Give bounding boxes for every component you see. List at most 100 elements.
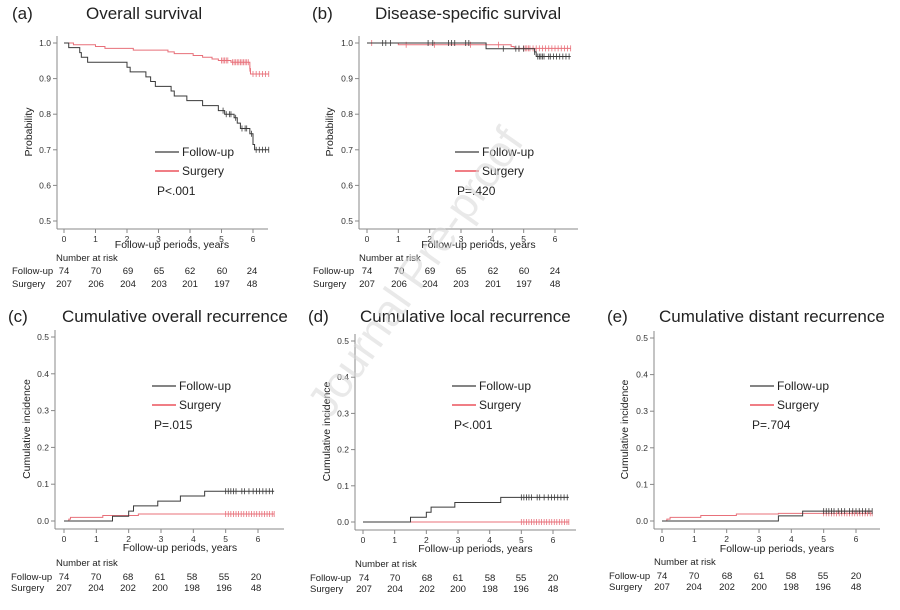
y-tick-label: 0.1 bbox=[37, 479, 49, 489]
risk-value: 48 bbox=[548, 584, 559, 595]
y-tick-label: 0.3 bbox=[37, 406, 49, 416]
x-tick-label: 1 bbox=[396, 234, 401, 244]
x-tick-label: 3 bbox=[459, 234, 464, 244]
y-tick-label: 0.4 bbox=[37, 369, 49, 379]
risk-value: 206 bbox=[391, 279, 407, 290]
risk-value: 70 bbox=[390, 573, 401, 584]
risk-table-header: Number at risk bbox=[355, 559, 417, 570]
legend-label-follow-up: Follow-up bbox=[182, 145, 234, 159]
y-tick-label: 0.2 bbox=[636, 443, 648, 453]
risk-value: 197 bbox=[516, 279, 532, 290]
panel-title: Cumulative local recurrence bbox=[360, 307, 571, 326]
risk-row-label: Follow-up bbox=[310, 573, 351, 584]
risk-value: 196 bbox=[513, 584, 529, 595]
y-tick-label: 1.0 bbox=[39, 38, 51, 48]
x-tick-label: 5 bbox=[223, 534, 228, 544]
y-tick-label: 0.4 bbox=[636, 370, 648, 380]
x-tick-label: 1 bbox=[692, 534, 697, 544]
legend-label-follow-up: Follow-up bbox=[482, 145, 534, 159]
y-tick-label: 0.5 bbox=[337, 336, 349, 346]
risk-value: 69 bbox=[123, 266, 134, 277]
x-tick-label: 2 bbox=[724, 534, 729, 544]
risk-row-label: Surgery bbox=[12, 279, 46, 290]
panel-letter: (a) bbox=[12, 4, 33, 23]
risk-value: 200 bbox=[751, 582, 767, 593]
risk-value: 198 bbox=[482, 584, 498, 595]
legend-label-surgery: Surgery bbox=[479, 398, 521, 412]
risk-value: 55 bbox=[219, 572, 230, 583]
y-tick-label: 0.2 bbox=[37, 442, 49, 452]
risk-value: 70 bbox=[689, 571, 700, 582]
risk-value: 207 bbox=[56, 583, 72, 594]
risk-value: 60 bbox=[217, 266, 228, 277]
risk-value: 48 bbox=[851, 582, 862, 593]
panel-e: (e) Cumulative distant recurrence 0.0 0.1 0.… bbox=[607, 307, 885, 593]
x-tick-label: 0 bbox=[62, 234, 67, 244]
risk-row-label: Follow-up bbox=[12, 266, 53, 277]
x-axis-title: Follow-up periods, years bbox=[720, 543, 834, 555]
p-value: P<.001 bbox=[454, 418, 493, 432]
risk-value: 65 bbox=[456, 266, 467, 277]
risk-row-label: Surgery bbox=[11, 583, 45, 594]
series-line-surgery bbox=[662, 512, 873, 522]
x-axis-title: Follow-up periods, years bbox=[115, 239, 229, 251]
x-tick-label: 1 bbox=[392, 535, 397, 545]
x-axis-title: Follow-up periods, years bbox=[421, 239, 535, 251]
y-tick-label: 0.9 bbox=[39, 74, 51, 84]
risk-value: 198 bbox=[783, 582, 799, 593]
y-axis-title: Probability bbox=[324, 107, 336, 157]
risk-value: 201 bbox=[182, 279, 198, 290]
x-tick-label: 0 bbox=[62, 534, 67, 544]
x-tick-label: 6 bbox=[256, 534, 261, 544]
y-tick-label: 0.5 bbox=[37, 332, 49, 342]
risk-row-label: Follow-up bbox=[609, 571, 650, 582]
risk-value: 62 bbox=[185, 266, 196, 277]
panel-c: (c) Cumulative overall recurrence 0.0 0.1 0.… bbox=[8, 307, 288, 594]
risk-value: 202 bbox=[120, 583, 136, 594]
x-tick-label: 0 bbox=[660, 534, 665, 544]
panel-title: Cumulative overall recurrence bbox=[62, 307, 288, 326]
legend-label-surgery: Surgery bbox=[182, 164, 224, 178]
risk-row-label: Surgery bbox=[313, 279, 347, 290]
risk-value: 48 bbox=[251, 583, 262, 594]
x-tick-label: 5 bbox=[821, 534, 826, 544]
risk-value: 68 bbox=[123, 572, 134, 583]
y-tick-label: 0.5 bbox=[341, 216, 353, 226]
y-tick-label: 0.0 bbox=[37, 516, 49, 526]
risk-value: 58 bbox=[187, 572, 198, 583]
y-axis-title: Probability bbox=[23, 107, 35, 157]
x-tick-label: 3 bbox=[456, 535, 461, 545]
risk-table-header: Number at risk bbox=[56, 253, 118, 264]
y-tick-label: 0.7 bbox=[341, 145, 353, 155]
x-tick-label: 2 bbox=[126, 534, 131, 544]
x-tick-label: 1 bbox=[94, 534, 99, 544]
risk-table-header: Number at risk bbox=[359, 253, 421, 264]
panel-b: (b) Disease-specific survival 0.5 0.6 0.7 0.8… bbox=[312, 4, 578, 290]
risk-value: 24 bbox=[247, 266, 258, 277]
x-tick-label: 6 bbox=[553, 234, 558, 244]
risk-value: 74 bbox=[359, 573, 370, 584]
x-tick-label: 6 bbox=[551, 535, 556, 545]
risk-value: 58 bbox=[485, 573, 496, 584]
risk-value: 20 bbox=[548, 573, 559, 584]
risk-value: 70 bbox=[394, 266, 405, 277]
y-tick-label: 0.7 bbox=[39, 145, 51, 155]
risk-row-label: Surgery bbox=[310, 584, 344, 595]
y-tick-label: 0.2 bbox=[337, 445, 349, 455]
risk-value: 207 bbox=[359, 279, 375, 290]
risk-value: 58 bbox=[786, 571, 797, 582]
risk-value: 74 bbox=[59, 572, 70, 583]
panel-letter: (e) bbox=[607, 307, 628, 326]
y-tick-label: 0.6 bbox=[39, 180, 51, 190]
y-tick-label: 0.3 bbox=[636, 406, 648, 416]
x-axis-title: Follow-up periods, years bbox=[123, 542, 237, 554]
y-tick-label: 0.0 bbox=[337, 517, 349, 527]
panel-title: Cumulative distant recurrence bbox=[659, 307, 885, 326]
legend-label-follow-up: Follow-up bbox=[479, 379, 531, 393]
x-tick-label: 4 bbox=[490, 234, 495, 244]
y-tick-label: 0.9 bbox=[341, 74, 353, 84]
x-tick-label: 0 bbox=[361, 535, 366, 545]
x-tick-label: 4 bbox=[191, 534, 196, 544]
x-tick-label: 3 bbox=[156, 234, 161, 244]
risk-value: 204 bbox=[88, 583, 104, 594]
